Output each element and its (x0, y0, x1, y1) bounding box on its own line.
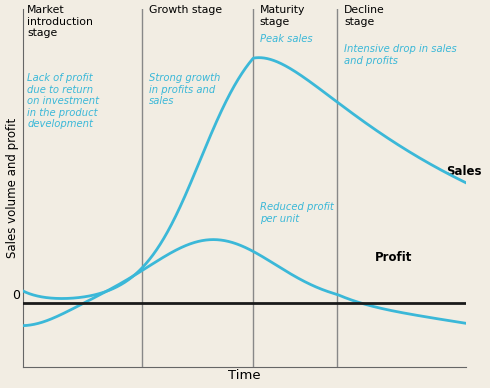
Text: Maturity
stage: Maturity stage (260, 5, 305, 26)
Text: Profit: Profit (375, 251, 413, 264)
Text: 0: 0 (13, 289, 21, 302)
Text: Lack of profit
due to return
on investment
in the product
development: Lack of profit due to return on investme… (27, 73, 99, 130)
Text: Growth stage: Growth stage (149, 5, 222, 15)
Text: Strong growth
in profits and
sales: Strong growth in profits and sales (149, 73, 220, 106)
Text: Reduced profit
per unit: Reduced profit per unit (260, 202, 334, 223)
Text: Peak sales: Peak sales (260, 34, 313, 43)
Y-axis label: Sales volume and profit: Sales volume and profit (5, 118, 19, 258)
Text: Market
introduction
stage: Market introduction stage (27, 5, 93, 38)
X-axis label: Time: Time (228, 369, 261, 383)
Text: Intensive drop in sales
and profits: Intensive drop in sales and profits (344, 44, 457, 66)
Text: Decline
stage: Decline stage (344, 5, 385, 26)
Text: Sales: Sales (446, 165, 482, 178)
